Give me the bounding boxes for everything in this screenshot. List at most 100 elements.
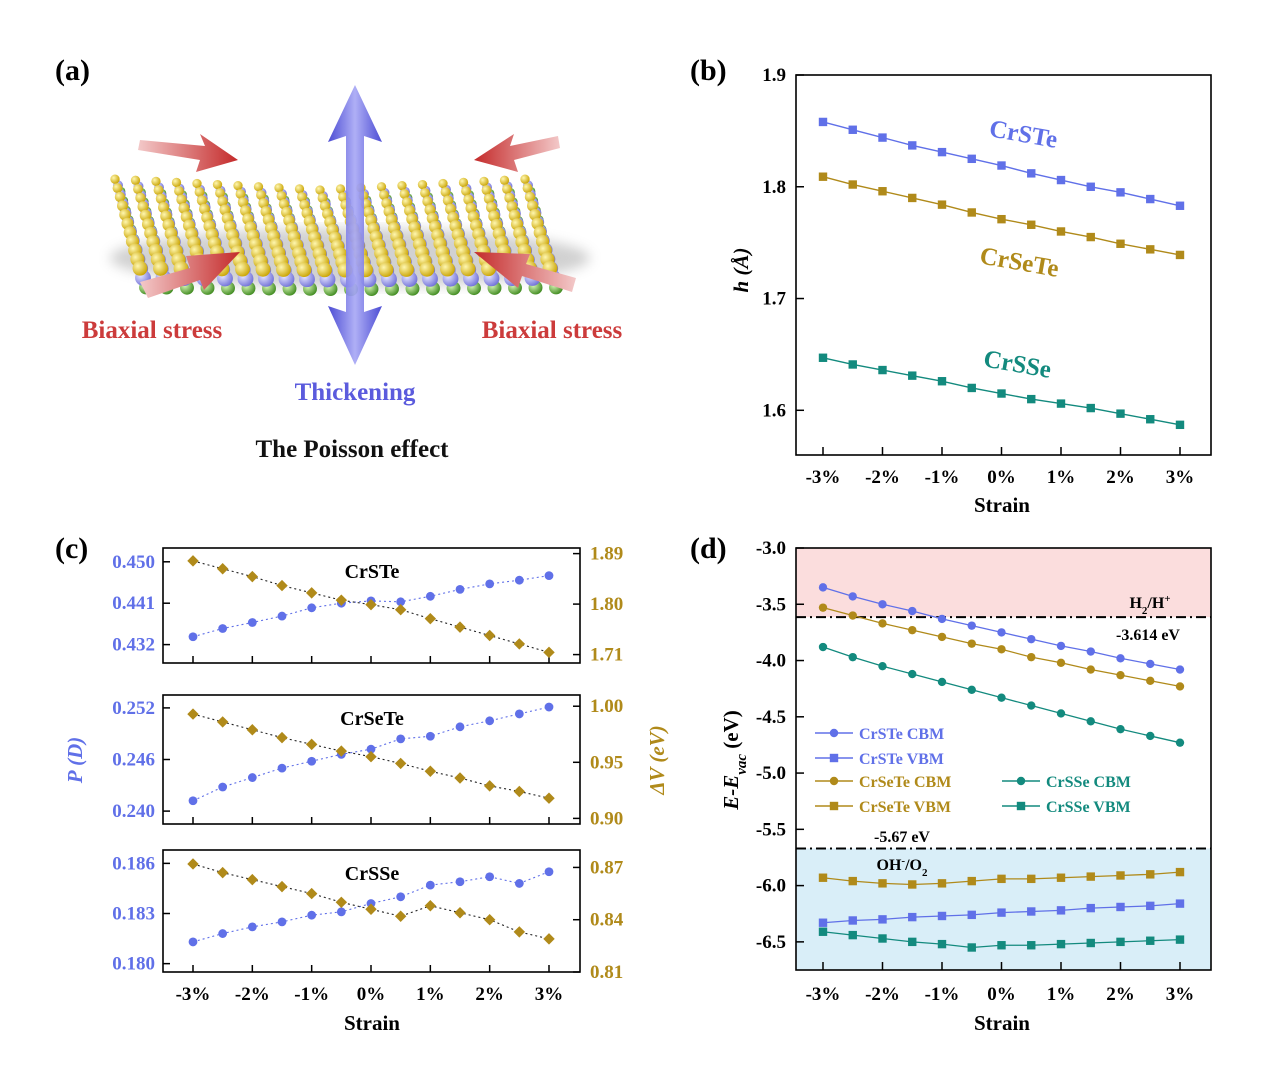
left-y-tick-label: 0.186 xyxy=(112,853,155,874)
potential-diff-point xyxy=(454,772,466,784)
potential-diff-point xyxy=(365,903,377,915)
data-point xyxy=(937,614,947,624)
data-point-crsse xyxy=(1027,394,1036,404)
data-point xyxy=(878,934,887,943)
data-point xyxy=(997,693,1006,702)
data-point xyxy=(908,880,917,889)
data-point xyxy=(1056,709,1066,718)
polarization-point xyxy=(277,917,287,927)
series-label-crste: CrSTe xyxy=(987,115,1059,153)
plot-frame-d xyxy=(795,547,1212,971)
data-point xyxy=(1056,658,1066,667)
data-point xyxy=(1056,906,1066,915)
y-axis-label-b: h (Å) xyxy=(729,248,753,293)
data-point-crsete xyxy=(818,172,828,181)
polarization-point xyxy=(425,591,435,601)
s-atom xyxy=(135,192,146,204)
s-atom xyxy=(376,182,387,192)
plot-frame-b xyxy=(795,74,1212,456)
left-y-tick-label: 0.441 xyxy=(112,593,155,614)
legend-marker xyxy=(1016,776,1026,786)
potential-diff-point xyxy=(246,724,259,736)
s-atom xyxy=(401,197,413,208)
polarization-point xyxy=(514,709,524,719)
s-atom xyxy=(276,191,287,201)
s-atom xyxy=(499,175,510,185)
s-atom xyxy=(465,202,477,214)
s-atom xyxy=(117,200,128,212)
subplot-crsete: 0.240 0.246 0.252 0.90 0.95 1.00 CrSeTe xyxy=(112,694,623,829)
s-atom xyxy=(137,201,149,213)
legend-label: CrSTe CBM xyxy=(859,726,944,743)
s-atom xyxy=(235,189,246,199)
s-atom xyxy=(460,261,476,277)
data-point-crsete xyxy=(937,200,947,209)
x-tick-label-c: 0% xyxy=(357,984,386,1005)
data-point-crsse xyxy=(848,360,857,369)
data-point xyxy=(937,939,947,949)
s-atom xyxy=(504,192,515,204)
potential-diff-point xyxy=(187,858,199,870)
data-point xyxy=(1086,938,1095,948)
potential-diff-point xyxy=(305,587,318,599)
s-atom xyxy=(130,175,141,185)
s-atom xyxy=(481,185,492,196)
s-atom xyxy=(192,178,202,189)
s-atom xyxy=(253,182,264,192)
data-point-crste xyxy=(1086,182,1095,191)
data-point xyxy=(1175,935,1185,944)
potential-diff-point xyxy=(513,926,526,938)
potential-diff-point xyxy=(246,570,259,583)
data-point-crste xyxy=(1146,194,1155,204)
y-tick-label-b: 1.9 xyxy=(762,65,786,86)
y-tick-label-d: -3.5 xyxy=(756,594,786,615)
panel-b: (b) 1.6 1.7 1.8 1.9 -3% -2% -1% 0% 1% 2% 3% Strain… xyxy=(690,54,1212,517)
data-point-crsete xyxy=(1116,239,1125,248)
s-atom xyxy=(420,188,430,198)
data-point-crsete xyxy=(908,193,917,203)
series-label-crsse: CrSSe xyxy=(981,345,1053,383)
x-tick-label-d: 2% xyxy=(1106,984,1135,1005)
data-point-crsete xyxy=(1175,250,1185,260)
right-y-tick-label: 0.87 xyxy=(590,857,624,878)
data-point xyxy=(967,943,976,952)
potential-diff-point xyxy=(424,765,437,777)
left-y-tick-label: 0.246 xyxy=(112,750,155,771)
s-atom xyxy=(379,190,389,200)
potential-diff-point xyxy=(483,780,496,792)
right-y-tick-label: 0.84 xyxy=(590,910,624,931)
data-point xyxy=(1175,867,1185,877)
polarization-point xyxy=(425,880,435,890)
data-point xyxy=(1116,654,1125,663)
s-atom xyxy=(527,200,538,212)
x-tick-label-c: 3% xyxy=(535,984,564,1005)
potential-diff-point xyxy=(216,716,229,728)
data-point xyxy=(1116,937,1125,947)
data-point xyxy=(908,912,917,922)
data-point-crsse xyxy=(908,371,917,380)
y-tick-label-d: -6.5 xyxy=(756,932,786,953)
x-tick-label-b: -2% xyxy=(865,467,900,488)
data-point xyxy=(818,873,828,882)
data-point-crste xyxy=(908,141,917,150)
data-point-crsse xyxy=(1146,415,1155,424)
polarization-point xyxy=(396,597,406,607)
polarization-point xyxy=(247,618,257,627)
data-point-crste xyxy=(818,117,828,127)
data-point-crste xyxy=(878,133,887,142)
s-atom xyxy=(522,183,533,194)
s-atom xyxy=(296,262,312,278)
thickening-arrow xyxy=(328,85,382,365)
potential-diff-point xyxy=(365,750,377,763)
s-atom xyxy=(486,202,497,214)
s-atom xyxy=(155,193,167,205)
legend-marker xyxy=(829,753,839,763)
x-tick-label-b: 2% xyxy=(1106,467,1135,488)
polarization-point xyxy=(247,773,257,782)
s-atom xyxy=(194,187,205,197)
x-tick-label-d: -3% xyxy=(806,984,841,1005)
s-atom xyxy=(317,262,332,278)
legend-label: CrSTe VBM xyxy=(859,751,944,768)
data-point xyxy=(1056,641,1066,651)
reduction-region xyxy=(796,548,1211,618)
